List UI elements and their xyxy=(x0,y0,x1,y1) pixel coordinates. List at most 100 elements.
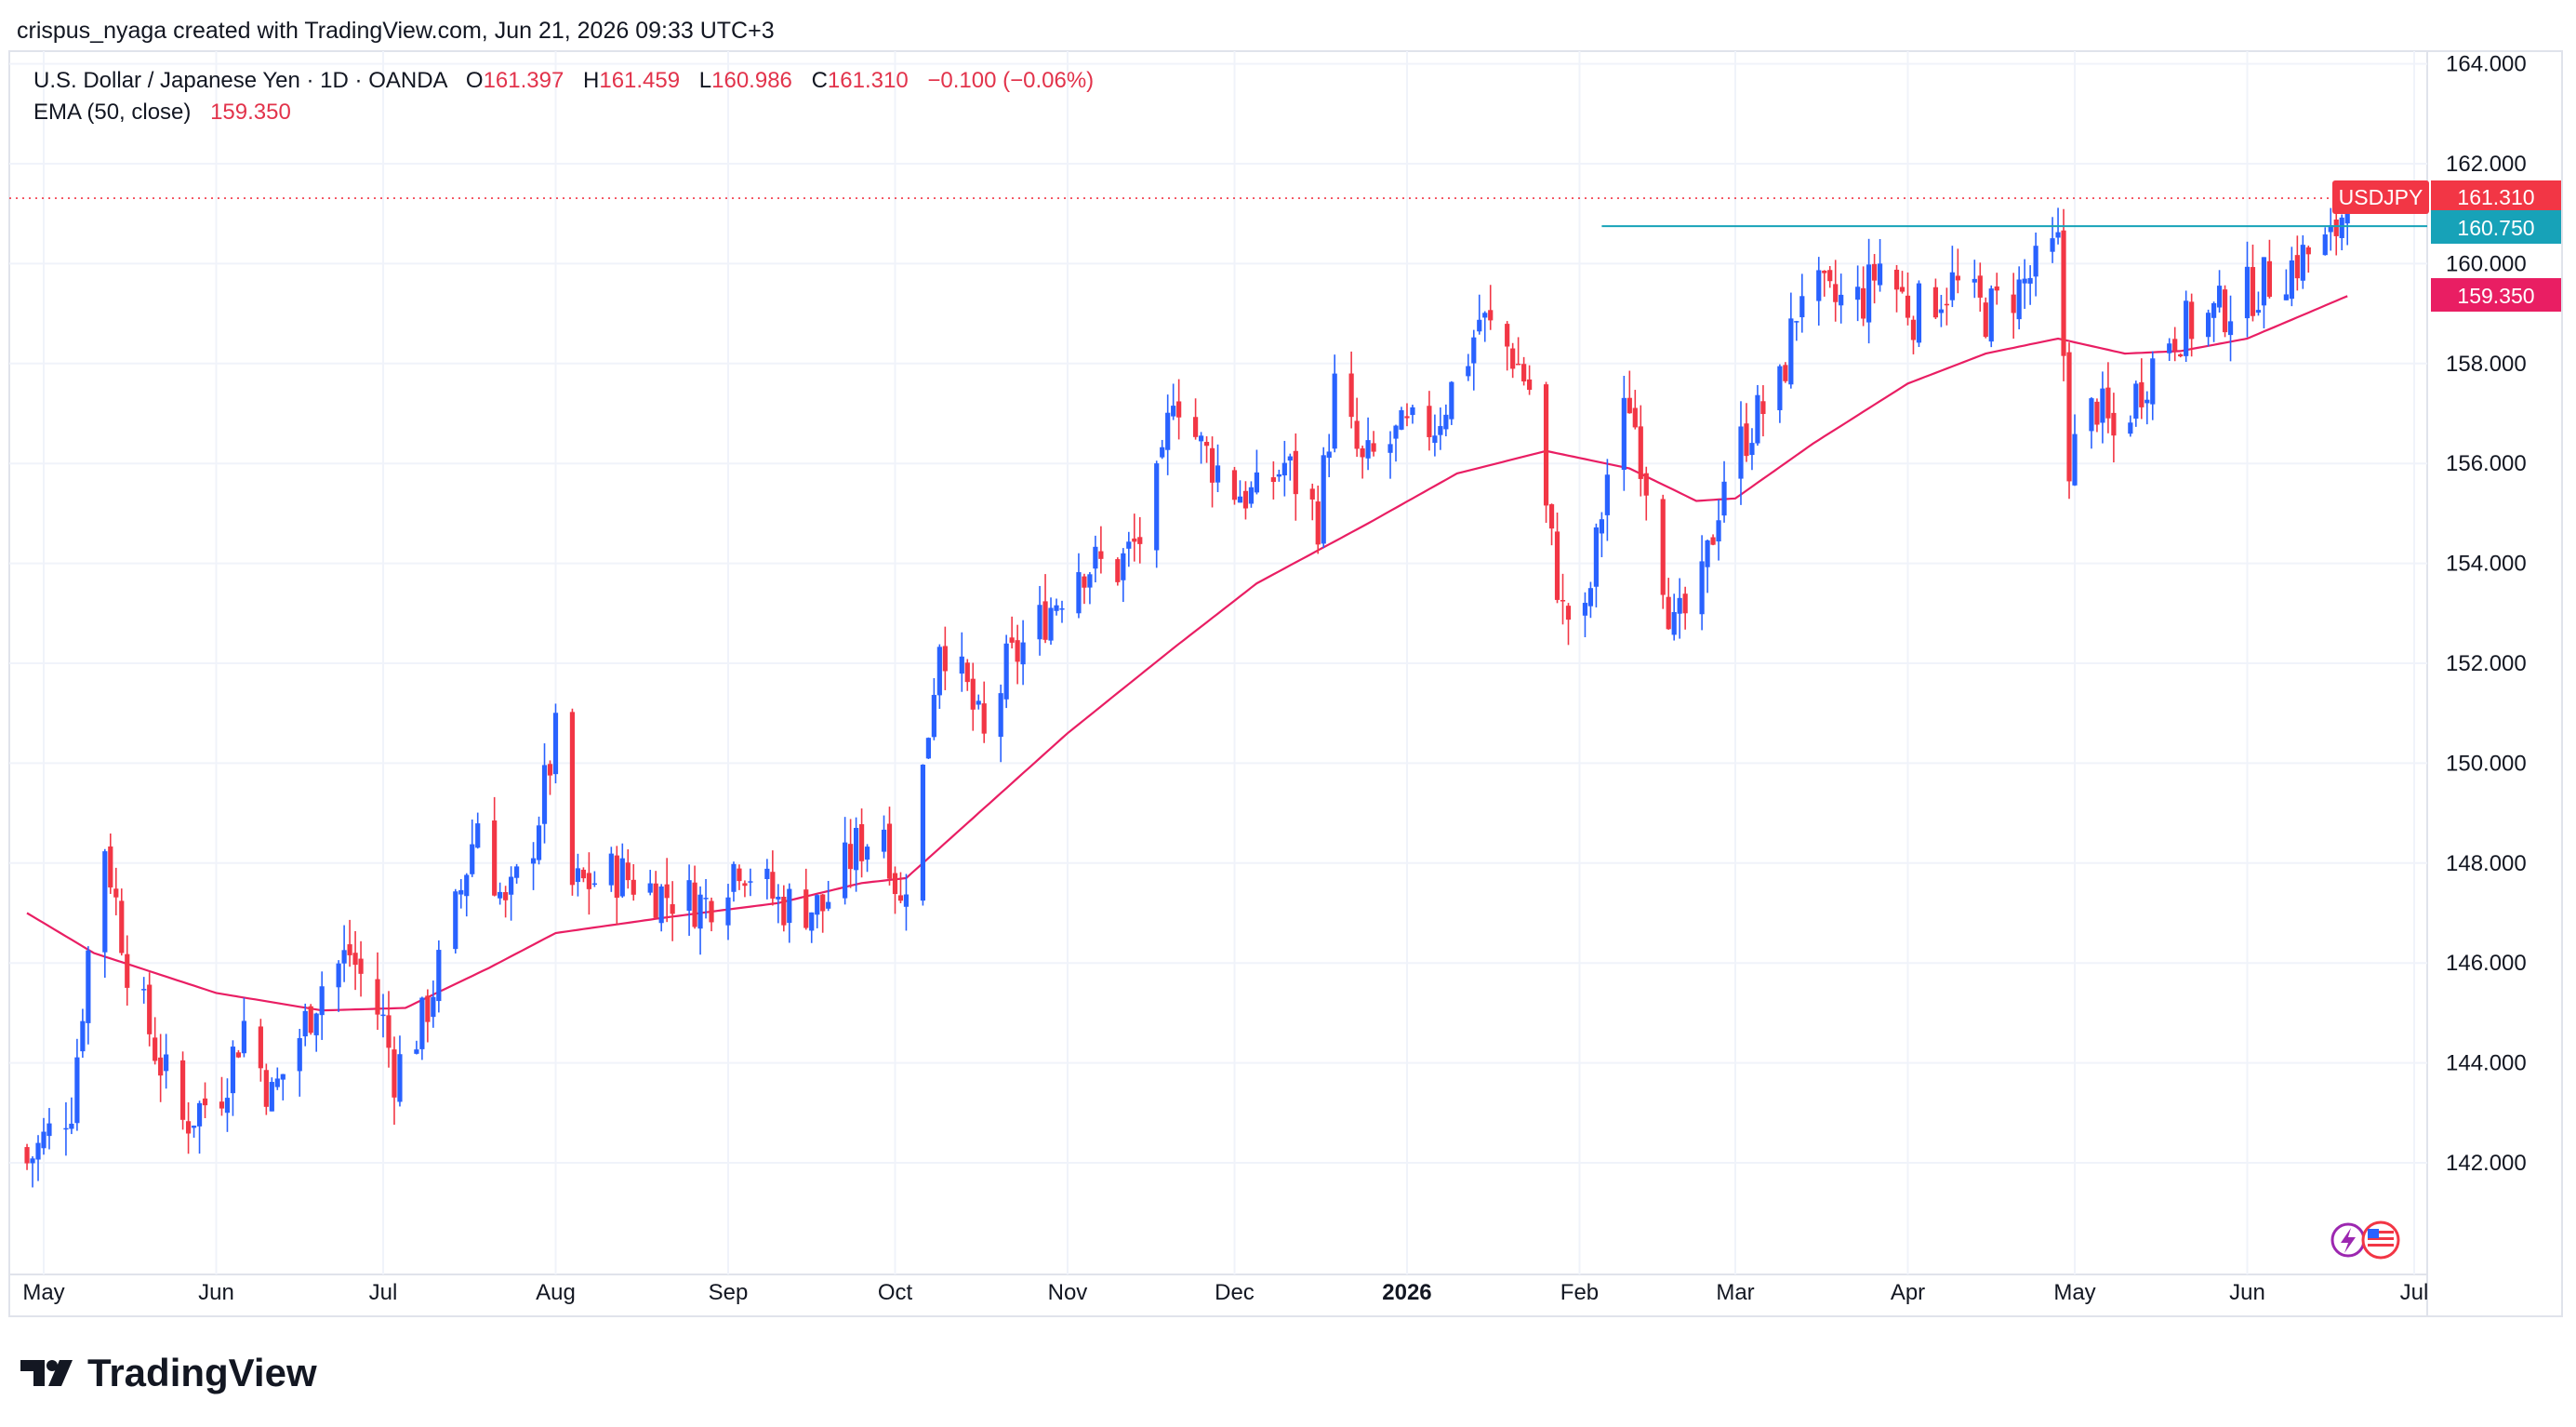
candle xyxy=(1449,380,1454,425)
candle xyxy=(2328,207,2333,251)
candle xyxy=(2050,217,2055,263)
candle-body xyxy=(2339,217,2344,238)
candle xyxy=(1276,469,1281,482)
candle-body xyxy=(981,703,987,734)
candle-body xyxy=(2250,267,2256,316)
candle xyxy=(63,1102,69,1156)
candle xyxy=(1393,424,1399,462)
candle-body xyxy=(2072,433,2078,486)
candle-body xyxy=(1165,412,1171,450)
candle xyxy=(2289,247,2294,307)
candle xyxy=(619,843,625,899)
price-tick-label: 156.000 xyxy=(2446,451,2527,476)
price-scale[interactable]: 142.000 144.000 146.000 148.000 150.000 152.0… xyxy=(2446,52,2527,1176)
candle xyxy=(492,796,498,897)
candle xyxy=(2178,353,2184,358)
candle-body xyxy=(74,1057,80,1124)
candle-body xyxy=(125,954,130,988)
price-tick-label: 142.000 xyxy=(2446,1151,2527,1176)
candle-body xyxy=(809,912,815,931)
candle xyxy=(1932,278,1939,320)
candle xyxy=(2105,362,2111,433)
candle-body xyxy=(258,1026,263,1069)
candle xyxy=(2033,233,2038,297)
candle xyxy=(670,881,675,941)
candle-body xyxy=(925,738,931,759)
candle xyxy=(1777,364,1783,423)
candle-body xyxy=(1582,603,1588,616)
candle-body xyxy=(2227,321,2234,336)
ema-value: 159.350 xyxy=(210,100,291,125)
level-tag-text: 160.750 xyxy=(2457,216,2534,240)
candle xyxy=(1638,405,1643,497)
candle-body xyxy=(1410,407,1415,416)
candle xyxy=(686,864,692,936)
candle xyxy=(1404,403,1410,427)
candle-body xyxy=(614,855,619,899)
tradingview-logo[interactable]: TradingView xyxy=(20,1351,317,1394)
candle-body xyxy=(235,1052,242,1058)
candle xyxy=(263,1063,269,1115)
candle xyxy=(164,1034,169,1089)
candle xyxy=(1861,266,1866,327)
candle-body xyxy=(24,1147,30,1164)
candle-body xyxy=(709,900,714,923)
time-scale[interactable]: May Jun Jul Aug Sep Oct Nov Dec 2026 Feb Mar Apr May… xyxy=(22,1280,2428,1305)
candle-body xyxy=(1977,275,1983,298)
date-tick-label: Jun xyxy=(198,1280,234,1305)
date-tick-label: Aug xyxy=(536,1280,576,1305)
candle xyxy=(336,960,341,1012)
candle xyxy=(2189,293,2195,357)
close-value: 161.310 xyxy=(828,68,909,93)
candle xyxy=(147,972,153,1047)
candle-body xyxy=(2261,257,2267,306)
candle-body xyxy=(2333,220,2339,236)
candle xyxy=(2011,273,2016,339)
us-flag-icon[interactable] xyxy=(2361,1220,2400,1260)
candle-body xyxy=(458,889,464,895)
candle-body xyxy=(970,678,976,710)
candle-body xyxy=(358,958,364,974)
candle xyxy=(2294,235,2300,291)
candle xyxy=(1365,417,1371,471)
candle-body xyxy=(625,862,631,881)
low-value: 160.986 xyxy=(711,68,792,93)
candle-body xyxy=(1944,303,1949,306)
candle-body xyxy=(158,1057,164,1076)
candle-body xyxy=(185,1121,192,1134)
candle-body xyxy=(781,897,787,926)
candle xyxy=(575,853,581,897)
candle xyxy=(697,886,703,955)
horizontal-level[interactable] xyxy=(9,197,2427,228)
candle xyxy=(1203,435,1210,463)
candle xyxy=(2255,291,2262,316)
date-tick-label: Nov xyxy=(1048,1280,1088,1305)
candle xyxy=(580,867,587,883)
candle xyxy=(1972,260,1977,299)
candle-body xyxy=(1466,366,1471,377)
candle-body xyxy=(1955,275,1960,281)
lightning-icon[interactable] xyxy=(2330,1222,2366,1258)
candle-body xyxy=(46,1123,52,1137)
candle xyxy=(302,1003,308,1047)
candle-body xyxy=(658,886,664,924)
candle-body xyxy=(347,944,352,955)
candle-body xyxy=(664,884,670,899)
candle xyxy=(770,850,776,906)
candle-body xyxy=(297,1037,302,1072)
candle-body xyxy=(1432,435,1438,444)
candle-body xyxy=(931,695,936,738)
candle xyxy=(1009,616,1015,649)
candle-body xyxy=(886,823,893,879)
candle-body xyxy=(164,1054,169,1072)
candle-body xyxy=(1871,263,1878,281)
candle-body xyxy=(30,1158,35,1164)
candle-body xyxy=(514,866,520,878)
candle xyxy=(1671,593,1677,641)
ema-label: EMA (50, close) xyxy=(33,100,191,125)
candle-body xyxy=(1899,287,1905,292)
candle xyxy=(781,885,787,932)
candle-body xyxy=(2322,234,2328,256)
candle xyxy=(1548,503,1555,546)
